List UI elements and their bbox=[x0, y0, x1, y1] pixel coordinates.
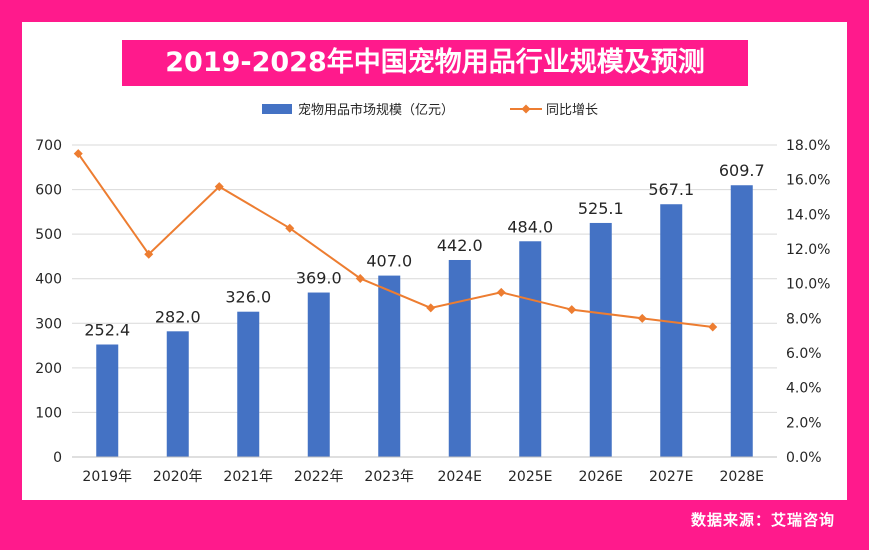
bar-value-label: 609.7 bbox=[719, 161, 765, 180]
bar-value-label: 525.1 bbox=[578, 199, 624, 218]
x-tick-label: 2022年 bbox=[294, 469, 344, 485]
growth-point bbox=[637, 313, 647, 323]
x-tick-label: 2024E bbox=[438, 469, 482, 485]
growth-point bbox=[567, 305, 577, 315]
bar-value-label: 326.0 bbox=[225, 288, 271, 307]
y-right-tick-label: 2.0% bbox=[786, 415, 822, 431]
x-tick-label: 2023年 bbox=[364, 469, 414, 485]
bar-value-label: 484.0 bbox=[507, 217, 553, 236]
chart-panel bbox=[22, 22, 847, 500]
y-left-tick-label: 200 bbox=[35, 361, 62, 377]
y-right-tick-label: 18.0% bbox=[786, 138, 830, 154]
growth-point bbox=[496, 287, 506, 297]
y-left-tick-label: 600 bbox=[35, 183, 62, 199]
growth-point bbox=[708, 322, 718, 332]
bar-value-label: 407.0 bbox=[366, 252, 412, 271]
chart-title: 2019-2028年中国宠物用品行业规模及预测 bbox=[122, 40, 748, 86]
legend-bar-label: 宠物用品市场规模（亿元） bbox=[298, 102, 454, 118]
x-tick-label: 2021年 bbox=[223, 469, 273, 485]
y-right-tick-label: 16.0% bbox=[786, 173, 830, 189]
y-right-tick-label: 6.0% bbox=[786, 346, 822, 362]
x-tick-label: 2028E bbox=[720, 469, 764, 485]
bar bbox=[730, 185, 753, 458]
x-tick-label: 2026E bbox=[579, 469, 623, 485]
bar-value-label: 567.1 bbox=[648, 180, 694, 199]
growth-point bbox=[285, 223, 295, 233]
legend-line-label: 同比增长 bbox=[546, 103, 598, 118]
bar bbox=[519, 241, 542, 457]
legend-bar-swatch bbox=[262, 104, 292, 114]
growth-point bbox=[355, 273, 365, 283]
bar bbox=[166, 331, 189, 457]
y-left-tick-label: 0 bbox=[53, 450, 62, 466]
y-left-tick-label: 700 bbox=[35, 138, 62, 154]
x-tick-label: 2025E bbox=[508, 469, 552, 485]
x-tick-label: 2027E bbox=[649, 469, 693, 485]
y-right-tick-label: 10.0% bbox=[786, 277, 830, 293]
bar bbox=[589, 222, 612, 457]
bar-value-label: 252.4 bbox=[84, 321, 130, 340]
y-right-tick-label: 0.0% bbox=[786, 450, 822, 466]
y-right-tick-label: 14.0% bbox=[786, 207, 830, 223]
growth-point bbox=[73, 149, 83, 159]
bar bbox=[237, 311, 260, 457]
bar bbox=[378, 275, 401, 457]
bar-value-label: 282.0 bbox=[155, 307, 201, 326]
growth-line bbox=[77, 153, 713, 328]
bar bbox=[96, 344, 119, 457]
growth-point bbox=[144, 249, 154, 259]
y-left-tick-label: 100 bbox=[35, 405, 62, 421]
y-left-tick-label: 400 bbox=[35, 272, 62, 288]
y-right-tick-label: 4.0% bbox=[786, 381, 822, 397]
y-left-tick-label: 500 bbox=[35, 227, 62, 243]
bar bbox=[307, 292, 330, 457]
x-tick-label: 2019年 bbox=[82, 469, 132, 485]
growth-point bbox=[214, 182, 224, 192]
x-tick-label: 2020年 bbox=[153, 469, 203, 485]
y-right-tick-label: 12.0% bbox=[786, 242, 830, 258]
data-source: 数据来源：艾瑞咨询 bbox=[690, 511, 835, 529]
growth-point bbox=[426, 303, 436, 313]
legend-line-marker bbox=[521, 104, 531, 114]
y-right-tick-label: 8.0% bbox=[786, 311, 822, 327]
bar bbox=[660, 204, 683, 457]
bar-value-label: 442.0 bbox=[437, 236, 483, 255]
bar bbox=[448, 259, 471, 457]
bar-value-label: 369.0 bbox=[296, 269, 342, 288]
y-left-tick-label: 300 bbox=[35, 316, 62, 332]
